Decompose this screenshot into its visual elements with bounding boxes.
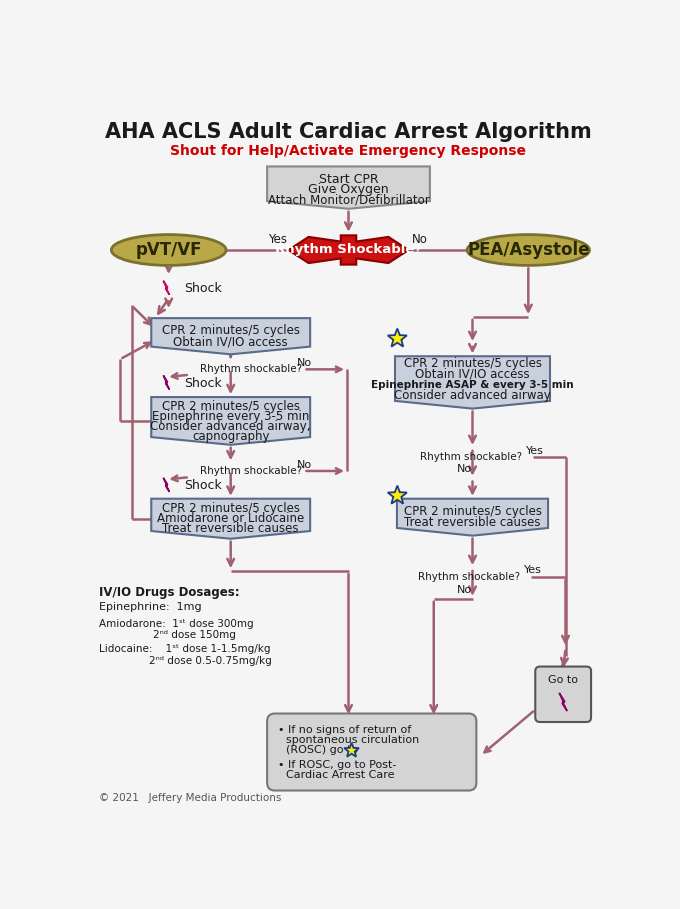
Text: capnography: capnography <box>192 430 269 443</box>
Text: CPR 2 minutes/5 cycles: CPR 2 minutes/5 cycles <box>403 357 541 371</box>
FancyBboxPatch shape <box>535 666 591 722</box>
Text: No: No <box>457 585 473 595</box>
Ellipse shape <box>112 235 226 265</box>
Polygon shape <box>151 499 310 539</box>
Text: 2ⁿᵈ dose 0.5-0.75mg/kg: 2ⁿᵈ dose 0.5-0.75mg/kg <box>150 655 272 665</box>
Text: © 2021   Jeffery Media Productions: © 2021 Jeffery Media Productions <box>99 794 282 804</box>
Text: Rhythm shockable?: Rhythm shockable? <box>420 452 522 462</box>
Text: Obtain IV/IO access: Obtain IV/IO access <box>415 367 530 381</box>
Text: CPR 2 minutes/5 cycles: CPR 2 minutes/5 cycles <box>403 505 541 518</box>
Text: Shock: Shock <box>184 376 222 390</box>
Text: Obtain IV/IO access: Obtain IV/IO access <box>173 336 288 349</box>
Text: Shout for Help/Activate Emergency Response: Shout for Help/Activate Emergency Respon… <box>171 144 526 157</box>
Text: Rhythm shockable?: Rhythm shockable? <box>200 466 302 476</box>
Text: Epinephrine:  1mg: Epinephrine: 1mg <box>99 602 201 612</box>
Polygon shape <box>559 693 567 711</box>
Text: • If ROSC, go to Post-: • If ROSC, go to Post- <box>278 760 396 770</box>
Text: Shock: Shock <box>184 479 222 492</box>
Polygon shape <box>151 397 310 445</box>
Text: 2ⁿᵈ dose 150mg: 2ⁿᵈ dose 150mg <box>153 630 236 640</box>
Text: No: No <box>296 460 312 470</box>
Polygon shape <box>151 318 310 355</box>
Text: Yes: Yes <box>526 446 543 456</box>
Text: Consider advanced airway,: Consider advanced airway, <box>150 420 311 433</box>
Text: Rhythm Shockable?: Rhythm Shockable? <box>275 244 422 256</box>
Polygon shape <box>163 478 169 492</box>
Text: AHA ACLS Adult Cardiac Arrest Algorithm: AHA ACLS Adult Cardiac Arrest Algorithm <box>105 122 592 142</box>
Polygon shape <box>163 281 169 295</box>
Text: No: No <box>296 358 312 368</box>
Polygon shape <box>344 743 359 756</box>
Polygon shape <box>288 235 409 265</box>
Text: No: No <box>412 234 428 246</box>
Text: • If no signs of return of: • If no signs of return of <box>278 725 411 735</box>
Ellipse shape <box>467 235 590 265</box>
Text: Cardiac Arrest Care: Cardiac Arrest Care <box>286 770 394 780</box>
Text: Go to: Go to <box>548 675 578 685</box>
Text: Rhythm shockable?: Rhythm shockable? <box>418 573 520 583</box>
Polygon shape <box>397 499 548 535</box>
Text: Start CPR: Start CPR <box>319 174 378 186</box>
Text: No: No <box>457 464 473 474</box>
Text: CPR 2 minutes/5 cycles: CPR 2 minutes/5 cycles <box>162 400 300 413</box>
Text: Lidocaine:    1ˢᵗ dose 1-1.5mg/kg: Lidocaine: 1ˢᵗ dose 1-1.5mg/kg <box>99 644 271 654</box>
Text: Give Oxygen: Give Oxygen <box>308 184 389 196</box>
Text: PEA/Asystole: PEA/Asystole <box>467 241 590 259</box>
Text: Shock: Shock <box>184 282 222 295</box>
Text: CPR 2 minutes/5 cycles: CPR 2 minutes/5 cycles <box>162 325 300 337</box>
Text: IV/IO Drugs Dosages:: IV/IO Drugs Dosages: <box>99 586 239 599</box>
Text: Yes: Yes <box>524 564 542 574</box>
Text: Epinephrine every 3-5 min: Epinephrine every 3-5 min <box>152 410 309 423</box>
Text: (ROSC) go to: (ROSC) go to <box>286 745 358 755</box>
Polygon shape <box>267 166 430 209</box>
Text: Epinephrine ASAP & every 3-5 min: Epinephrine ASAP & every 3-5 min <box>371 380 574 390</box>
Text: Rhythm shockable?: Rhythm shockable? <box>200 365 302 375</box>
Text: Treat reversible causes: Treat reversible causes <box>163 523 299 535</box>
Polygon shape <box>395 356 550 409</box>
Text: spontaneous circulation: spontaneous circulation <box>286 735 419 745</box>
Polygon shape <box>388 328 407 346</box>
FancyBboxPatch shape <box>267 714 477 791</box>
Text: Consider advanced airway: Consider advanced airway <box>394 389 551 402</box>
Polygon shape <box>163 375 169 389</box>
Text: Attach Monitor/Defibrillator: Attach Monitor/Defibrillator <box>268 194 429 206</box>
Text: pVT/VF: pVT/VF <box>135 241 202 259</box>
Text: Treat reversible causes: Treat reversible causes <box>404 516 541 529</box>
Text: Amiodarone:  1ˢᵗ dose 300mg: Amiodarone: 1ˢᵗ dose 300mg <box>99 619 254 629</box>
Polygon shape <box>388 485 407 504</box>
Text: Amiodarone or Lidocaine: Amiodarone or Lidocaine <box>157 512 305 525</box>
Text: Yes: Yes <box>268 234 287 246</box>
Text: CPR 2 minutes/5 cycles: CPR 2 minutes/5 cycles <box>162 502 300 515</box>
